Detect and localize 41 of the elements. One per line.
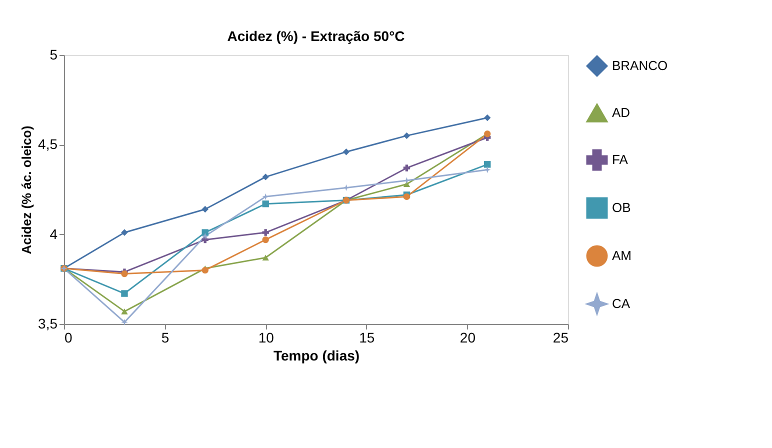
point <box>342 148 350 156</box>
x-tick-label: 20 <box>460 330 476 346</box>
legend-label: AD <box>612 105 630 120</box>
x-axis-title: Tempo (dias) <box>273 348 360 364</box>
point <box>262 193 269 200</box>
y-tick-label: 3,5 <box>38 316 58 332</box>
point <box>262 200 269 208</box>
point <box>121 318 128 326</box>
point <box>403 132 410 140</box>
y-tick-label: 5 <box>50 46 58 62</box>
legend-label: AM <box>612 248 632 263</box>
point <box>403 177 410 184</box>
legend-label: BRANCO <box>612 58 668 73</box>
y-tick-label: 4 <box>50 226 58 242</box>
legend-label: FA <box>612 152 628 167</box>
point <box>121 308 128 314</box>
point <box>403 181 410 188</box>
point <box>262 174 269 180</box>
x-tick-label: 10 <box>258 330 274 346</box>
point <box>202 232 208 240</box>
chart-title: Acidez (%) - Extração 50°C <box>227 28 405 44</box>
point <box>403 164 410 172</box>
legend-label: CA <box>612 296 630 311</box>
y-tick-label: 4,5 <box>38 136 58 152</box>
x-tick-label: 5 <box>161 330 170 346</box>
x-tick-label: 25 <box>552 330 569 346</box>
point <box>484 161 491 168</box>
point <box>484 114 491 122</box>
point <box>484 166 491 174</box>
point <box>262 254 269 261</box>
point <box>202 206 208 213</box>
y-axis-title: Acidez (% ác. oleico) <box>19 126 34 254</box>
point <box>121 290 128 297</box>
point <box>202 229 208 236</box>
point <box>262 229 269 236</box>
point <box>262 236 269 244</box>
point <box>121 229 128 236</box>
x-tick-label: 15 <box>359 330 375 346</box>
x-tick-label: 0 <box>64 330 72 346</box>
point <box>202 266 208 274</box>
legend-label: OB <box>612 200 631 215</box>
